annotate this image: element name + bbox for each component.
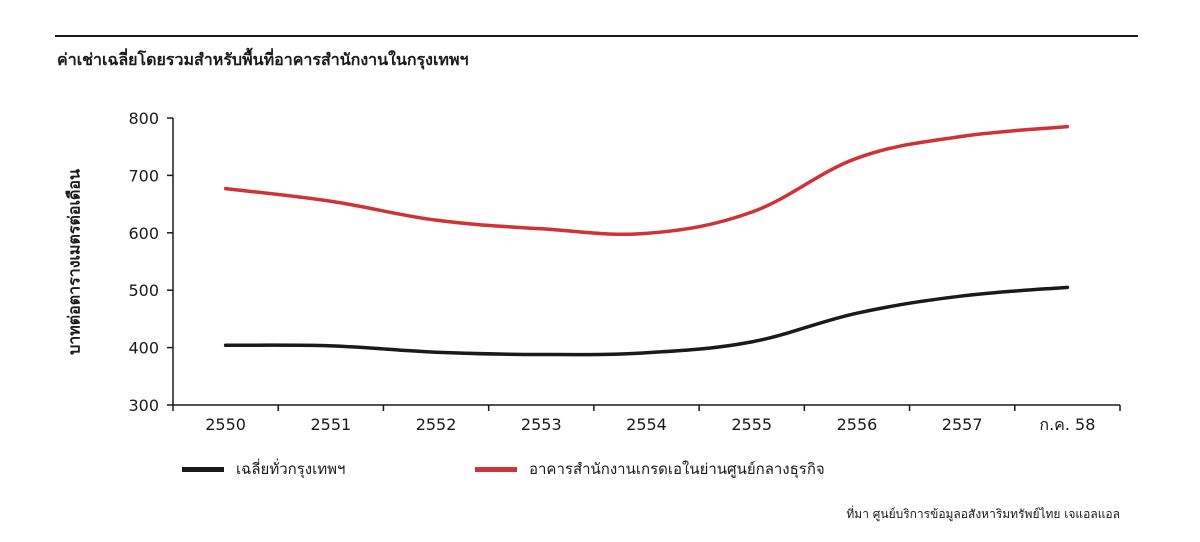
- source-note: ที่มา ศูนย์บริการข้อมูลอสังหาริมทรัพย์ไท…: [846, 507, 1120, 521]
- x-tick-label: 2550: [205, 415, 246, 434]
- y-tick-label: 800: [128, 109, 159, 128]
- x-tick-label: 2554: [626, 415, 667, 434]
- legend-swatch-grade-a-cbd: [475, 466, 517, 472]
- x-tick-label: 2552: [416, 415, 457, 434]
- top-rule: [55, 35, 1138, 37]
- series-line-0: [223, 285, 1070, 357]
- y-tick-label: 300: [128, 396, 159, 415]
- x-tick-label: 2555: [731, 415, 772, 434]
- legend-swatch-bangkok-average: [182, 466, 224, 472]
- legend-label-grade-a-cbd: อาคารสำนักงานเกรดเอในย่านศูนย์กลางธุรกิจ: [529, 460, 825, 478]
- legend: เฉลี่ยทั่วกรุงเทพฯ อาคารสำนักงานเกรดเอใน…: [0, 457, 1200, 481]
- series-line-1: [223, 124, 1070, 237]
- legend-label-bangkok-average: เฉลี่ยทั่วกรุงเทพฯ: [236, 460, 346, 478]
- y-tick-label: 700: [128, 166, 159, 185]
- chart-series: [223, 124, 1070, 357]
- x-tick-label: 2556: [837, 415, 878, 434]
- legend-item-bangkok-average: เฉลี่ยทั่วกรุงเทพฯ: [182, 457, 345, 481]
- chart-axes: 300 400 500 600 700 800 2550 2551 2552 2553 2554 25…: [128, 109, 1121, 434]
- y-tick-label: 600: [128, 224, 159, 243]
- x-tick-label: 2551: [310, 415, 351, 434]
- x-tick-label: 2557: [942, 415, 983, 434]
- y-tick-label: 400: [128, 339, 159, 358]
- legend-item-grade-a-cbd: อาคารสำนักงานเกรดเอในย่านศูนย์กลางธุรกิจ: [475, 457, 825, 481]
- x-tick-label: ก.ค. 58: [1039, 415, 1095, 434]
- x-tick-label: 2553: [521, 415, 562, 434]
- y-axis-label: บาทต่อตารางเมตรต่อเดือน: [64, 169, 84, 355]
- y-tick-label: 500: [128, 281, 159, 300]
- chart-title: ค่าเช่าเฉลี่ยโดยรวมสำหรับพื้นที่อาคารสำน…: [57, 50, 469, 69]
